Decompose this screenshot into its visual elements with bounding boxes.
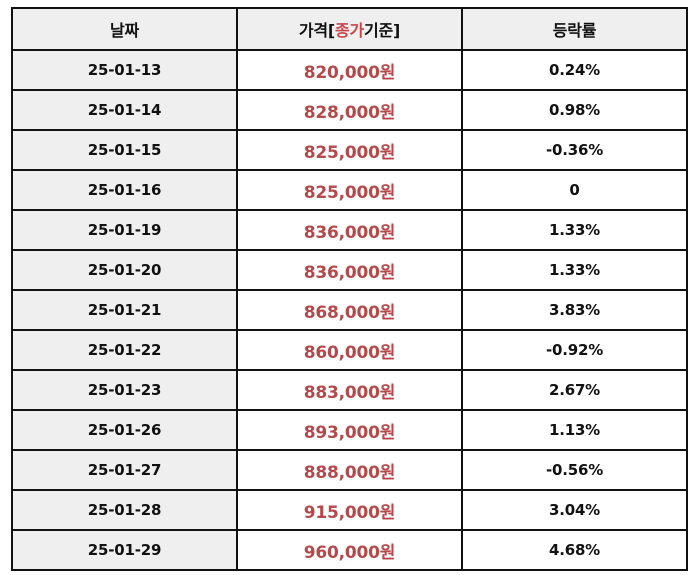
cell-date: 25-01-28	[11, 489, 238, 531]
cell-date: 25-01-29	[11, 529, 238, 571]
cell-date: 25-01-15	[11, 129, 238, 171]
cell-change-rate: 1.33%	[461, 249, 688, 291]
table-row: 25-01-22 860,000원 -0.92%	[11, 329, 688, 371]
price-table-container: 날짜 가격[종가기준] 등락률 25-01-13 820,000원 0.24% …	[11, 7, 688, 571]
cell-price: 915,000원	[236, 489, 463, 531]
cell-change-rate: 0	[461, 169, 688, 211]
cell-price: 868,000원	[236, 289, 463, 331]
cell-change-rate: 1.13%	[461, 409, 688, 451]
cell-change-rate: 4.68%	[461, 529, 688, 571]
table-row: 25-01-23 883,000원 2.67%	[11, 369, 688, 411]
cell-price: 960,000원	[236, 529, 463, 571]
cell-change-rate: 3.04%	[461, 489, 688, 531]
cell-change-rate: 3.83%	[461, 289, 688, 331]
table-row: 25-01-27 888,000원 -0.56%	[11, 449, 688, 491]
table-row: 25-01-13 820,000원 0.24%	[11, 49, 688, 91]
header-date: 날짜	[11, 7, 238, 51]
cell-date: 25-01-26	[11, 409, 238, 451]
table-row: 25-01-29 960,000원 4.68%	[11, 529, 688, 571]
cell-date: 25-01-21	[11, 289, 238, 331]
cell-date: 25-01-14	[11, 89, 238, 131]
cell-price: 828,000원	[236, 89, 463, 131]
cell-price: 825,000원	[236, 129, 463, 171]
cell-change-rate: -0.56%	[461, 449, 688, 491]
header-change-rate: 등락률	[461, 7, 688, 51]
cell-price: 836,000원	[236, 209, 463, 251]
table-row: 25-01-26 893,000원 1.13%	[11, 409, 688, 451]
cell-price: 893,000원	[236, 409, 463, 451]
cell-change-rate: -0.92%	[461, 329, 688, 371]
cell-price: 836,000원	[236, 249, 463, 291]
cell-price: 825,000원	[236, 169, 463, 211]
cell-date: 25-01-19	[11, 209, 238, 251]
table-row: 25-01-20 836,000원 1.33%	[11, 249, 688, 291]
table-row: 25-01-16 825,000원 0	[11, 169, 688, 211]
table-header-row: 날짜 가격[종가기준] 등락률	[11, 7, 688, 51]
table-row: 25-01-15 825,000원 -0.36%	[11, 129, 688, 171]
cell-date: 25-01-16	[11, 169, 238, 211]
cell-date: 25-01-13	[11, 49, 238, 91]
cell-date: 25-01-20	[11, 249, 238, 291]
cell-change-rate: 1.33%	[461, 209, 688, 251]
table-row: 25-01-28 915,000원 3.04%	[11, 489, 688, 531]
cell-price: 860,000원	[236, 329, 463, 371]
cell-date: 25-01-22	[11, 329, 238, 371]
cell-change-rate: 2.67%	[461, 369, 688, 411]
cell-change-rate: 0.98%	[461, 89, 688, 131]
cell-price: 888,000원	[236, 449, 463, 491]
header-price-highlight: 종가	[334, 21, 365, 40]
cell-date: 25-01-23	[11, 369, 238, 411]
cell-price: 883,000원	[236, 369, 463, 411]
cell-change-rate: -0.36%	[461, 129, 688, 171]
header-price: 가격[종가기준]	[236, 7, 463, 51]
header-price-suffix: 기준]	[364, 21, 401, 40]
table-row: 25-01-14 828,000원 0.98%	[11, 89, 688, 131]
table-row: 25-01-19 836,000원 1.33%	[11, 209, 688, 251]
stock-price-table: 날짜 가격[종가기준] 등락률 25-01-13 820,000원 0.24% …	[11, 7, 688, 571]
header-price-prefix: 가격[	[298, 21, 335, 40]
cell-price: 820,000원	[236, 49, 463, 91]
cell-date: 25-01-27	[11, 449, 238, 491]
cell-change-rate: 0.24%	[461, 49, 688, 91]
table-row: 25-01-21 868,000원 3.83%	[11, 289, 688, 331]
